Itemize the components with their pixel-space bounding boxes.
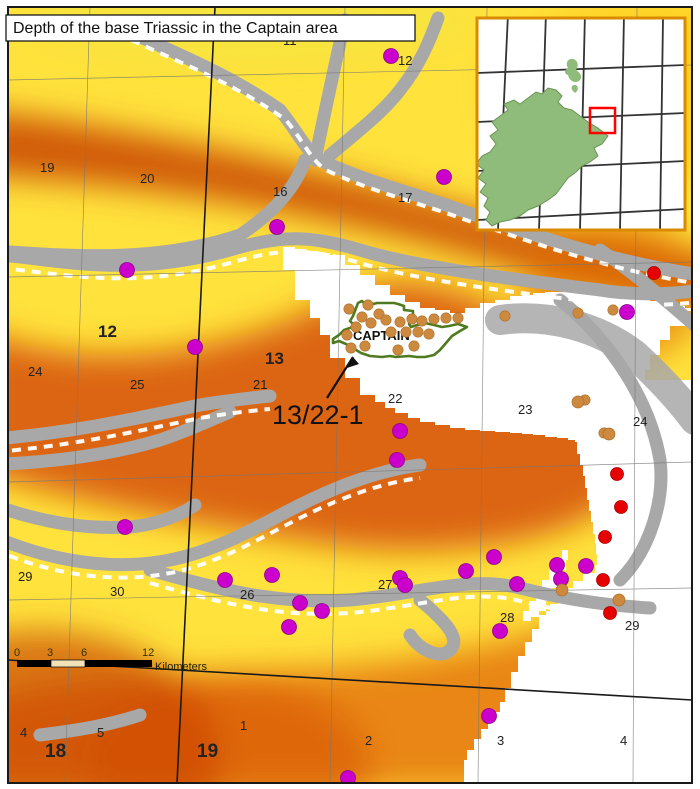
svg-text:4: 4	[20, 725, 27, 740]
svg-text:3: 3	[47, 647, 53, 659]
svg-text:28: 28	[500, 610, 514, 625]
svg-text:22: 22	[388, 391, 402, 406]
svg-text:13: 13	[265, 349, 284, 368]
svg-text:24: 24	[633, 414, 647, 429]
svg-text:18: 18	[45, 741, 66, 762]
svg-text:23: 23	[518, 402, 532, 417]
svg-text:12: 12	[142, 647, 154, 659]
svg-text:21: 21	[253, 377, 267, 392]
svg-text:4: 4	[620, 733, 627, 748]
svg-text:12: 12	[98, 322, 117, 341]
svg-text:13/22-1: 13/22-1	[272, 400, 364, 430]
svg-text:16: 16	[273, 184, 287, 199]
svg-text:24: 24	[28, 364, 42, 379]
svg-text:30: 30	[110, 584, 124, 599]
svg-text:3: 3	[497, 733, 504, 748]
svg-text:19: 19	[197, 741, 218, 762]
svg-text:2: 2	[365, 733, 372, 748]
svg-text:25: 25	[130, 377, 144, 392]
svg-text:27: 27	[378, 577, 392, 592]
svg-text:Depth of the base Triassic in: Depth of the base Triassic in the Captai…	[13, 20, 338, 37]
svg-text:20: 20	[140, 171, 154, 186]
svg-text:12: 12	[398, 53, 412, 68]
svg-text:0: 0	[14, 647, 20, 659]
svg-text:17: 17	[398, 190, 412, 205]
svg-text:5: 5	[97, 725, 104, 740]
svg-text:26: 26	[240, 587, 254, 602]
svg-text:6: 6	[81, 647, 87, 659]
svg-text:29: 29	[625, 618, 639, 633]
svg-text:Kilometers: Kilometers	[155, 661, 207, 673]
svg-text:29: 29	[18, 569, 32, 584]
svg-text:1: 1	[240, 718, 247, 733]
svg-text:19: 19	[40, 160, 54, 175]
